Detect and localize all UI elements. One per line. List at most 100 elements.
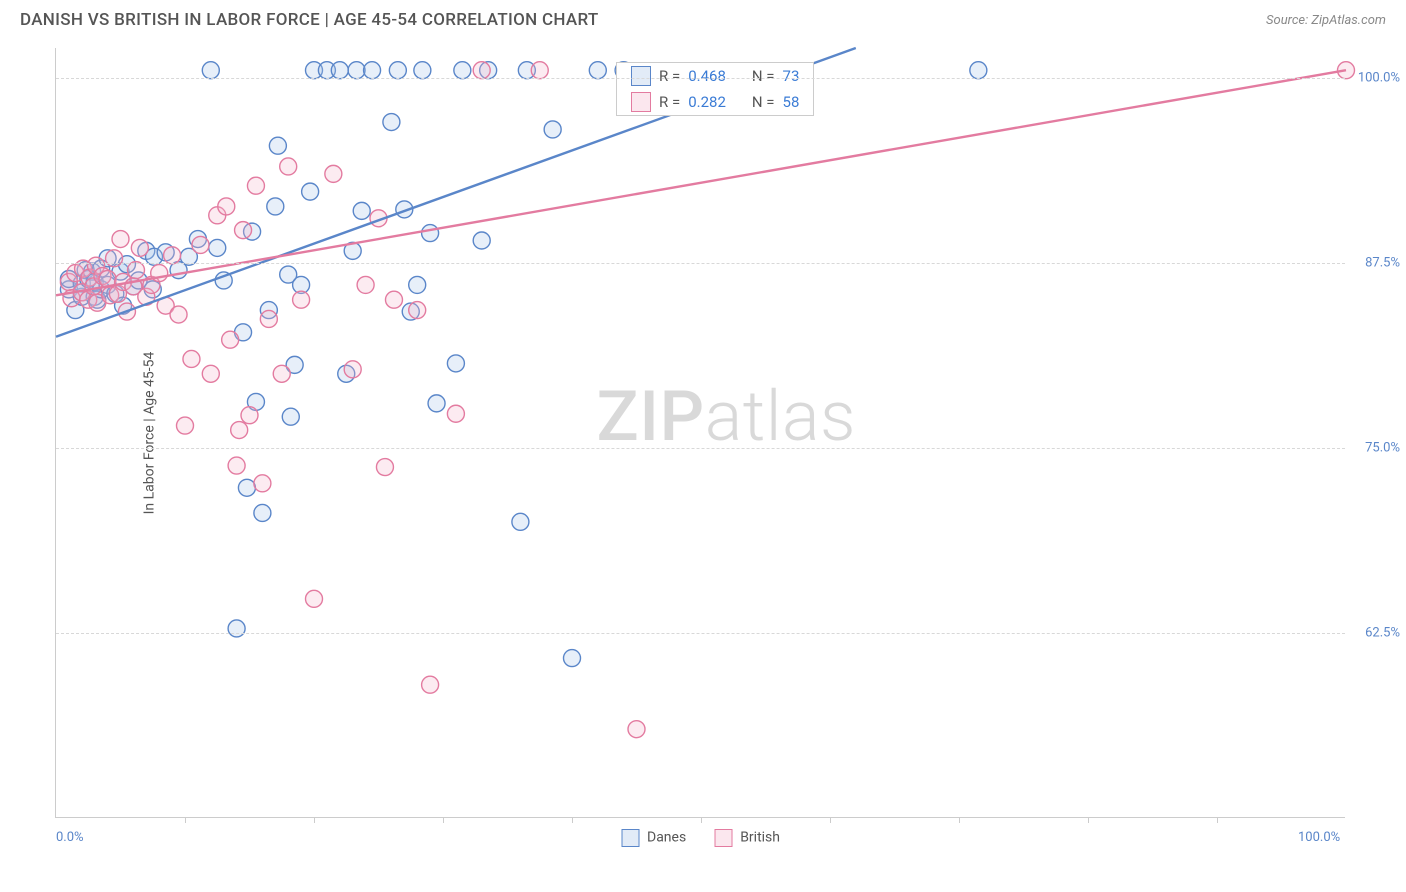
legend-item: British: [714, 829, 780, 847]
x-tick: [185, 817, 186, 823]
scatter-point: [235, 222, 252, 239]
gridline: [56, 263, 1345, 264]
series-legend: Danes British: [621, 829, 780, 847]
correlation-legend: R = 0.468 N = 73 R = 0.282 N = 58: [616, 62, 814, 116]
scatter-point: [447, 405, 464, 422]
legend-row: R = 0.468 N = 73: [617, 63, 813, 89]
x-tick-label: 100.0%: [1298, 830, 1340, 845]
scatter-point: [218, 198, 235, 215]
scatter-point: [228, 620, 245, 637]
scatter-point: [589, 62, 606, 79]
scatter-point: [531, 62, 548, 79]
scatter-point: [348, 62, 365, 79]
scatter-point: [267, 198, 284, 215]
scatter-point: [344, 361, 361, 378]
scatter-point: [353, 202, 370, 219]
legend-n-label: N =: [752, 67, 775, 85]
scatter-plot-svg: [56, 48, 1345, 817]
scatter-point: [231, 422, 248, 439]
y-tick-label: 62.5%: [1365, 625, 1400, 640]
x-tick: [701, 817, 702, 823]
scatter-point: [164, 247, 181, 264]
legend-swatch: [621, 829, 639, 847]
x-tick: [572, 817, 573, 823]
scatter-point: [202, 365, 219, 382]
scatter-point: [544, 121, 561, 138]
scatter-point: [170, 306, 187, 323]
scatter-point: [302, 183, 319, 200]
scatter-point: [447, 355, 464, 372]
scatter-point: [241, 407, 258, 424]
scatter-point: [269, 137, 286, 154]
scatter-point: [331, 62, 348, 79]
scatter-point: [131, 239, 148, 256]
scatter-point: [409, 276, 426, 293]
scatter-point: [280, 158, 297, 175]
x-tick: [1088, 817, 1089, 823]
scatter-point: [389, 62, 406, 79]
scatter-point: [112, 231, 129, 248]
x-tick: [314, 817, 315, 823]
scatter-point: [454, 62, 471, 79]
y-tick-label: 75.0%: [1365, 440, 1400, 455]
scatter-point: [385, 291, 402, 308]
x-tick: [1217, 817, 1218, 823]
legend-row: R = 0.282 N = 58: [617, 89, 813, 115]
scatter-point: [564, 650, 581, 667]
scatter-point: [293, 291, 310, 308]
legend-n-value: 58: [783, 93, 800, 111]
legend-swatch: [631, 92, 651, 112]
scatter-point: [273, 365, 290, 382]
scatter-point: [183, 350, 200, 367]
scatter-point: [127, 262, 144, 279]
scatter-point: [473, 62, 490, 79]
scatter-point: [247, 177, 264, 194]
scatter-point: [202, 62, 219, 79]
scatter-point: [422, 225, 439, 242]
scatter-point: [306, 590, 323, 607]
scatter-point: [238, 479, 255, 496]
gridline: [56, 633, 1345, 634]
gridline: [56, 448, 1345, 449]
chart-plot-area: In Labor Force | Age 45-54 ZIPatlas R = …: [55, 48, 1345, 818]
scatter-point: [282, 408, 299, 425]
legend-r-label: R =: [659, 93, 680, 111]
scatter-point: [222, 331, 239, 348]
scatter-point: [260, 310, 277, 327]
y-tick-label: 100.0%: [1358, 70, 1400, 85]
legend-label: British: [740, 830, 780, 846]
scatter-point: [254, 504, 271, 521]
chart-title: DANISH VS BRITISH IN LABOR FORCE | AGE 4…: [20, 10, 599, 30]
scatter-point: [325, 165, 342, 182]
scatter-point: [364, 62, 381, 79]
legend-r-value: 0.282: [688, 93, 726, 111]
scatter-point: [428, 395, 445, 412]
scatter-point: [512, 513, 529, 530]
legend-r-value: 0.468: [688, 67, 726, 85]
gridline: [56, 78, 1345, 79]
scatter-point: [970, 62, 987, 79]
legend-swatch: [631, 66, 651, 86]
legend-label: Danes: [647, 830, 686, 846]
legend-n-value: 73: [783, 67, 800, 85]
scatter-point: [473, 232, 490, 249]
legend-item: Danes: [621, 829, 686, 847]
scatter-point: [228, 457, 245, 474]
x-tick-label: 0.0%: [56, 830, 84, 845]
scatter-point: [422, 676, 439, 693]
scatter-point: [177, 417, 194, 434]
source-attribution: Source: ZipAtlas.com: [1266, 13, 1386, 28]
x-tick: [830, 817, 831, 823]
scatter-point: [376, 459, 393, 476]
legend-n-label: N =: [752, 93, 775, 111]
scatter-point: [628, 721, 645, 738]
scatter-point: [106, 250, 123, 267]
legend-r-label: R =: [659, 67, 680, 85]
scatter-point: [383, 114, 400, 131]
x-tick: [959, 817, 960, 823]
scatter-point: [192, 236, 209, 253]
y-tick-label: 87.5%: [1365, 255, 1400, 270]
scatter-point: [209, 239, 226, 256]
x-tick: [443, 817, 444, 823]
scatter-point: [254, 475, 271, 492]
